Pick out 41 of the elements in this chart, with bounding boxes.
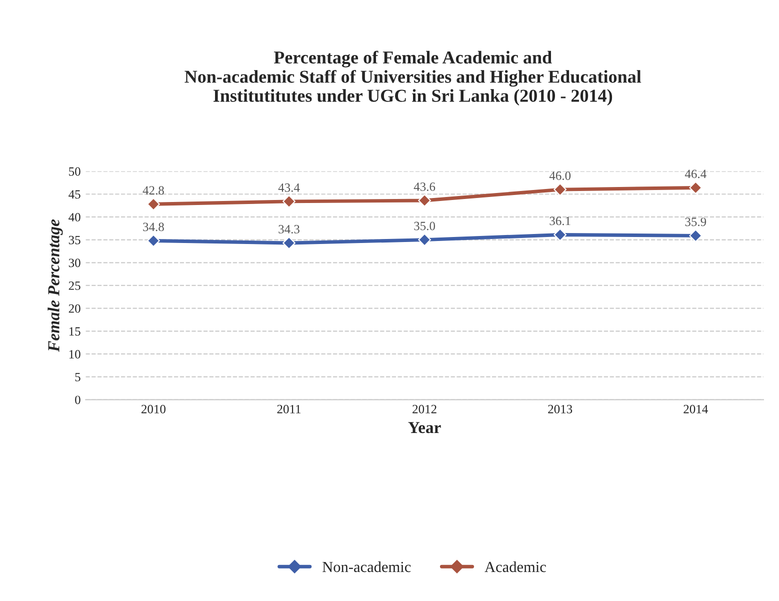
- y-tick-label: 30: [68, 258, 80, 268]
- data-label: 35.0: [414, 222, 436, 230]
- data-label: 35.9: [685, 218, 706, 226]
- y-tick-label: 0: [75, 396, 80, 404]
- data-label: 43.6: [414, 182, 436, 191]
- y-tick-label: 45: [68, 190, 80, 199]
- x-tick-label: 2011: [277, 404, 301, 414]
- data-label: 36.1: [550, 216, 570, 226]
- y-tick-label: 35: [68, 236, 80, 244]
- y-tick-label: 25: [68, 282, 80, 290]
- data-label: 43.4: [278, 183, 300, 192]
- data-label: 46.4: [684, 170, 706, 178]
- data-label: 34.3: [278, 224, 300, 234]
- point: [554, 228, 567, 242]
- x-tick-label: 2012: [412, 404, 436, 414]
- x-tick-label: 2010: [142, 404, 166, 414]
- y-tick-label: 15: [69, 327, 80, 336]
- point: [147, 234, 160, 248]
- data-label: 34.8: [143, 222, 164, 232]
- point: [147, 198, 160, 211]
- y-axis-title: Female Percentage: [48, 219, 63, 352]
- data-label: 42.8: [142, 186, 164, 195]
- point: [418, 233, 431, 246]
- y-tick-label: 20: [68, 304, 80, 313]
- point: [554, 183, 567, 196]
- legend-label: Non-academic: [322, 561, 411, 572]
- y-tick-label: 10: [69, 350, 80, 358]
- chart-title: Percentage of Female Academic and Non-academic Staff of Universities and Higher Educational Institutitutes under UGC in Sri Lanka (2010 - 2014): [184, 50, 642, 106]
- point: [418, 194, 431, 207]
- point: [689, 181, 702, 194]
- point: [282, 236, 296, 250]
- point: [282, 195, 296, 208]
- x-tick-label: 2013: [548, 404, 572, 414]
- data-label: 46.0: [549, 172, 571, 180]
- legend-label: Academic: [484, 561, 546, 572]
- y-tick-label: 50: [69, 167, 80, 176]
- y-tick-label: 40: [68, 212, 80, 222]
- x-tick-label: 2014: [684, 404, 708, 414]
- point: [689, 229, 702, 242]
- y-tick-label: 5: [75, 372, 80, 382]
- x-axis-title: Year: [408, 422, 441, 434]
